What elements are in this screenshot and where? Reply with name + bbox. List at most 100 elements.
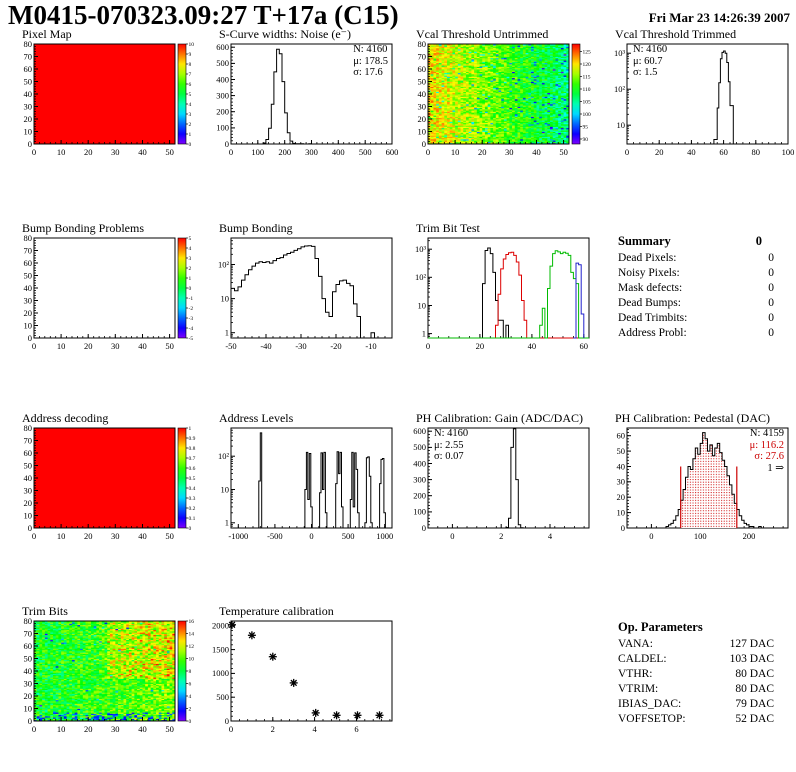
svg-text:40: 40 (138, 341, 147, 351)
svg-text:20: 20 (478, 147, 487, 157)
stat-entries: N: 4160 (353, 44, 388, 55)
summary-label: Dead Bumps: (618, 297, 681, 309)
svg-text:-20: -20 (330, 341, 341, 351)
svg-text:80: 80 (24, 234, 33, 243)
dac-label: VTHR: (618, 668, 653, 680)
dac-value: 127 DAC (729, 638, 774, 650)
svg-text:10: 10 (57, 531, 66, 541)
dac-label: CALDEL: (618, 653, 667, 665)
chart-title: Temperature calibration (219, 604, 334, 618)
timestamp: Fri Mar 23 14:26:39 2007 (648, 10, 790, 25)
stat-sigma: σ: 1.5 (633, 67, 658, 78)
summary-row: Dead Trimbits: 0 (618, 311, 774, 326)
chart-title: Trim Bits (22, 604, 68, 618)
svg-text:50: 50 (165, 341, 174, 351)
bump-bonding-problems-plot: 0 10 20 30 40 50 0 10 20 30 40 50 60 70 80 5 4 3 2 1 0 -1 -2 -3… (8, 234, 203, 352)
svg-text:30: 30 (111, 531, 120, 541)
svg-text:30: 30 (505, 147, 514, 157)
svg-text:100: 100 (251, 147, 264, 157)
svg-text:40: 40 (687, 147, 696, 157)
svg-text:0: 0 (422, 139, 426, 149)
svg-text:0: 0 (32, 147, 36, 157)
svg-text:30: 30 (24, 295, 33, 305)
svg-text:20: 20 (418, 114, 427, 124)
summary-title: Summary (618, 234, 671, 248)
stat-mean: μ: 178.5 (353, 55, 388, 67)
page-title: M0415-070323.09:27 T+17a (C15) (8, 0, 399, 30)
svg-text:-4: -4 (189, 326, 194, 332)
dac-value: 103 DAC (729, 653, 774, 665)
svg-text:20: 20 (24, 308, 33, 318)
vcal-trimmed-plot: 0 20 40 60 80 100 10 10² 10³ (601, 40, 796, 158)
svg-text:-1: -1 (189, 296, 194, 302)
svg-text:20: 20 (84, 147, 93, 157)
vcal-untrimmed-plot: 0 10 20 30 40 50 0 10 20 30 40 50 60 70 80 125 120 115 110… (402, 40, 597, 158)
temperature-calibration-plot: 0 2 4 6 0 500 1000 1500 2000 (205, 617, 400, 735)
svg-text:3: 3 (189, 256, 192, 262)
svg-text:5: 5 (189, 236, 192, 242)
svg-text:0: 0 (189, 142, 192, 148)
svg-text:10: 10 (24, 510, 33, 520)
svg-text:0: 0 (28, 333, 32, 343)
svg-text:80: 80 (24, 424, 33, 433)
chart-title: Bump Bonding Problems (22, 221, 145, 235)
svg-text:50: 50 (24, 270, 33, 280)
summary-value: 0 (768, 252, 774, 264)
svg-text:1: 1 (189, 132, 192, 138)
svg-text:0: 0 (32, 341, 36, 351)
svg-text:10: 10 (418, 300, 427, 310)
svg-text:60: 60 (24, 448, 33, 458)
svg-text:10: 10 (57, 147, 66, 157)
ph-pedestal-plot: 0 100 200 0 10 20 30 40 50 60 (601, 424, 796, 542)
address-decoding-plot: 0 10 20 30 40 50 0 10 20 30 40 50 60 70 80 1 0.9 0.8 0.7 0.… (8, 424, 203, 542)
summary-value: 0 (768, 312, 774, 324)
svg-text:50: 50 (165, 147, 174, 157)
stats-box: N: 4160 μ: 2.55 σ: 0.07 (434, 428, 468, 463)
svg-text:0: 0 (28, 523, 32, 533)
svg-text:70: 70 (418, 51, 427, 61)
svg-text:400: 400 (332, 147, 345, 157)
svg-text:10: 10 (418, 126, 427, 136)
pixel-map-plot: 0 10 20 30 40 50 0 10 20 30 40 50 60 70 80 10 9 8 7 6 5 4 3 2 1 0 (8, 40, 203, 158)
chart-trim-bit-test: Trim Bit Test 0 20 40 60 1 10 10² 10³ (402, 221, 597, 354)
stat-mean: μ: 116.2 (749, 439, 784, 451)
svg-text:80: 80 (418, 40, 427, 49)
svg-text:20: 20 (476, 341, 485, 351)
dac-value: 80 DAC (735, 668, 774, 680)
chart-bump-bonding-problems: Bump Bonding Problems 0 10 20 30 40 50 0 10 20 30… (8, 221, 203, 354)
svg-text:100: 100 (583, 112, 592, 118)
op-parameters-header: Op. Parameters (618, 620, 774, 635)
chart-title: Address decoding (22, 411, 109, 425)
svg-text:500: 500 (216, 58, 229, 68)
svg-text:10: 10 (189, 42, 195, 48)
svg-text:4: 4 (189, 102, 192, 108)
svg-text:10: 10 (451, 147, 460, 157)
stat-entries: N: 4160 (434, 428, 469, 439)
svg-text:10³: 10³ (614, 48, 626, 58)
stat-sigma: σ: 17.6 (353, 67, 383, 78)
op-parameter-row: VOFFSETOP: 52 DAC (618, 712, 774, 727)
dac-label: VOFFSETOP: (618, 713, 686, 725)
chart-address-decoding: Address decoding 0 10 20 30 40 50 0 10 20 30 40 50 6… (8, 411, 203, 544)
svg-text:5: 5 (189, 92, 192, 98)
svg-text:60: 60 (24, 64, 33, 74)
svg-text:95: 95 (583, 125, 589, 131)
ph-gain-plot: 0 2 4 0 100 200 300 400 500 600 (402, 424, 597, 542)
svg-text:20: 20 (84, 531, 93, 541)
svg-text:20: 20 (24, 498, 33, 508)
svg-text:110: 110 (583, 87, 591, 93)
svg-text:50: 50 (24, 76, 33, 86)
svg-text:8: 8 (189, 62, 192, 68)
summary-row: Noisy Pixels: 0 (618, 266, 774, 281)
svg-text:40: 40 (24, 89, 33, 99)
svg-text:40: 40 (418, 89, 427, 99)
chart-title: PH Calibration: Pedestal (DAC) (615, 411, 770, 425)
dac-label: IBIAS_DAC: (618, 698, 682, 710)
svg-text:0: 0 (32, 531, 36, 541)
svg-text:100: 100 (216, 123, 229, 133)
dac-label: VTRIM: (618, 683, 659, 695)
svg-text:0: 0 (229, 147, 233, 157)
svg-text:50: 50 (165, 531, 174, 541)
svg-text:115: 115 (583, 75, 591, 81)
svg-text:50: 50 (24, 460, 33, 470)
